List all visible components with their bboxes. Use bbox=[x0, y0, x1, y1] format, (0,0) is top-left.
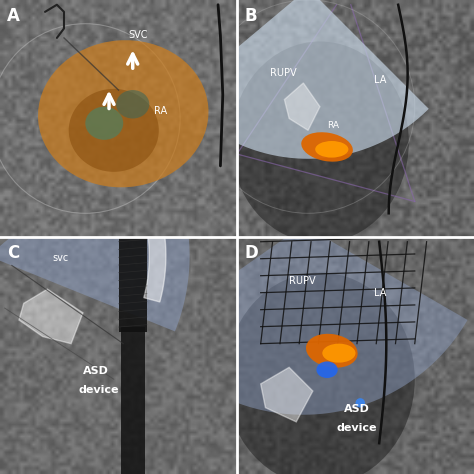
Bar bbox=[121, 327, 145, 474]
Ellipse shape bbox=[316, 361, 337, 378]
Ellipse shape bbox=[69, 89, 159, 172]
Text: A: A bbox=[7, 7, 20, 25]
Ellipse shape bbox=[301, 132, 353, 162]
Ellipse shape bbox=[322, 344, 356, 363]
Text: svc: svc bbox=[52, 253, 68, 263]
Polygon shape bbox=[19, 289, 83, 344]
Ellipse shape bbox=[315, 141, 348, 158]
Text: B: B bbox=[244, 7, 257, 25]
Ellipse shape bbox=[38, 40, 209, 187]
Ellipse shape bbox=[225, 273, 415, 474]
Text: LA: LA bbox=[374, 75, 387, 85]
Ellipse shape bbox=[85, 107, 123, 140]
Text: SVC: SVC bbox=[128, 30, 147, 40]
Polygon shape bbox=[120, 154, 166, 302]
Text: RUPV: RUPV bbox=[270, 68, 297, 78]
Polygon shape bbox=[177, 0, 429, 159]
Text: LA: LA bbox=[374, 288, 387, 298]
Text: device: device bbox=[78, 385, 118, 395]
Ellipse shape bbox=[356, 398, 365, 408]
Text: RA: RA bbox=[154, 106, 167, 116]
Ellipse shape bbox=[231, 42, 409, 243]
Text: ASD: ASD bbox=[83, 366, 109, 376]
Text: RUPV: RUPV bbox=[289, 276, 316, 286]
Text: device: device bbox=[337, 423, 377, 433]
Text: ASD: ASD bbox=[344, 404, 370, 414]
Polygon shape bbox=[261, 367, 313, 422]
Text: D: D bbox=[244, 244, 258, 262]
Ellipse shape bbox=[306, 334, 358, 368]
Bar bbox=[118, 237, 147, 332]
Polygon shape bbox=[284, 83, 320, 130]
Text: C: C bbox=[7, 244, 19, 262]
Polygon shape bbox=[148, 225, 467, 415]
Polygon shape bbox=[0, 127, 190, 331]
Ellipse shape bbox=[116, 90, 149, 118]
Text: RA: RA bbox=[327, 121, 339, 130]
